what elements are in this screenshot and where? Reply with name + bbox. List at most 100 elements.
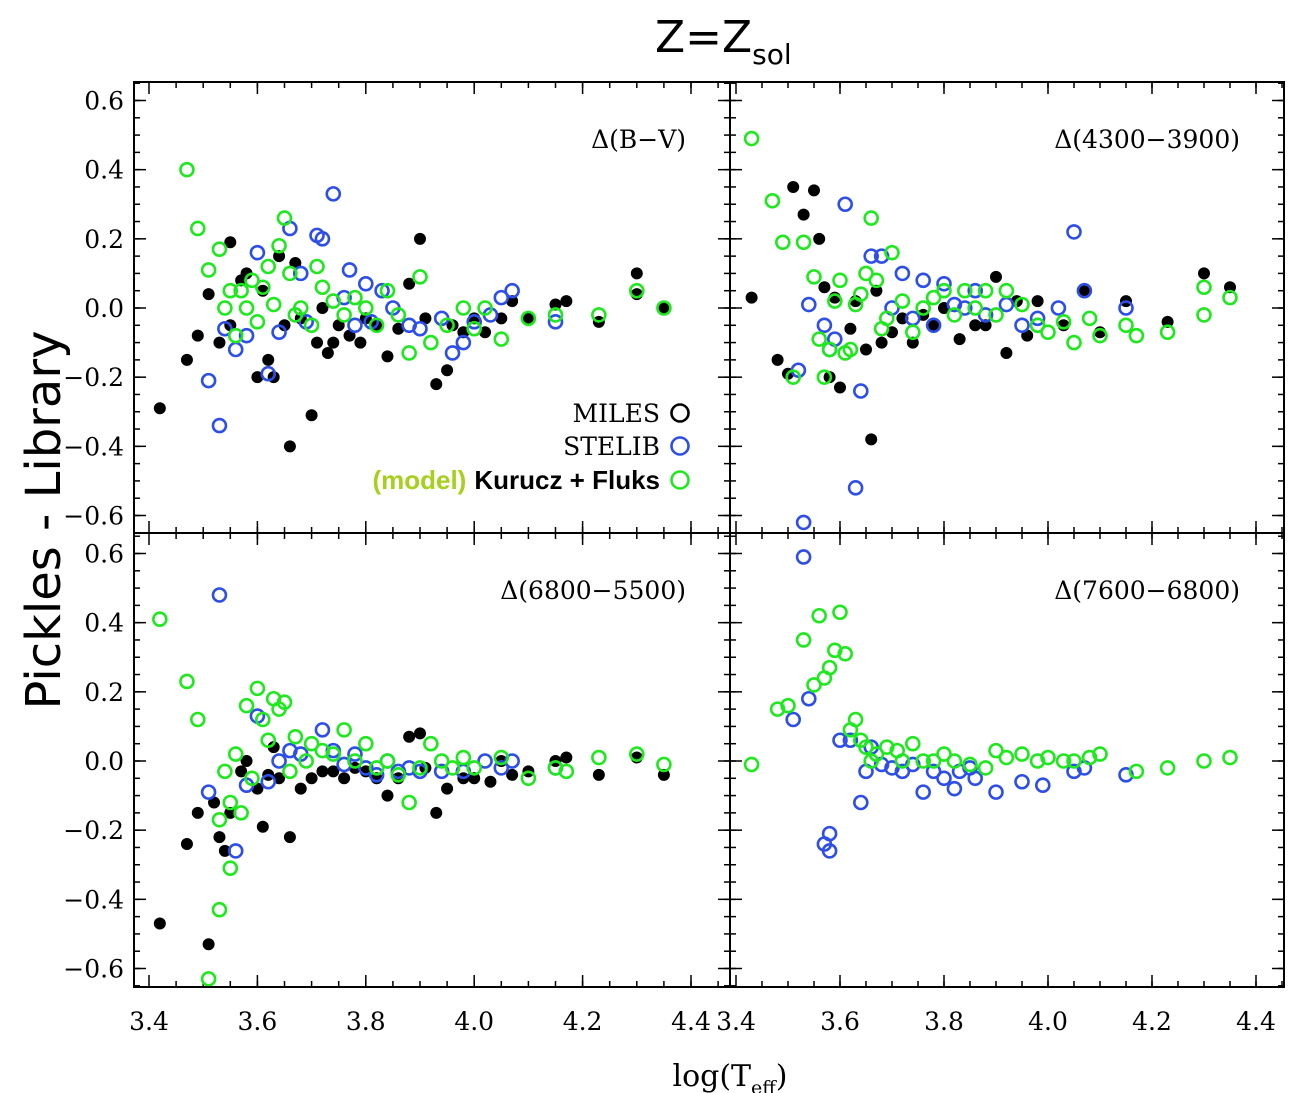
legend-model-prefix: (model) <box>372 465 466 495</box>
x-tick-label: 4.2 <box>563 1007 603 1036</box>
data-point <box>1050 300 1067 316</box>
data-point <box>800 296 817 313</box>
data-point <box>870 284 883 297</box>
x-tick-label: 4.0 <box>454 1007 494 1036</box>
data-point <box>180 838 193 850</box>
data-point <box>390 307 407 323</box>
data-point <box>1000 346 1013 359</box>
x-axis-label: log(Teff) <box>672 1059 787 1093</box>
data-point <box>338 772 351 785</box>
data-point <box>303 317 320 334</box>
data-point <box>179 673 195 690</box>
data-point <box>153 402 166 415</box>
data-point <box>520 310 537 327</box>
data-point <box>468 772 481 785</box>
y-tick-label: 0.0 <box>84 747 124 776</box>
legend-model-label: (model) Kurucz + Fluks <box>372 465 660 495</box>
y-tick-label: 0.4 <box>84 609 124 638</box>
data-point <box>292 265 309 282</box>
data-point <box>1196 753 1212 769</box>
data-point <box>628 282 645 299</box>
data-point <box>816 369 833 385</box>
series-miles <box>153 727 670 951</box>
data-point <box>860 343 872 356</box>
data-point <box>336 722 352 738</box>
data-point <box>956 300 973 316</box>
data-point <box>314 722 331 738</box>
series-stelib <box>790 196 1134 531</box>
x-tick-label: 4.2 <box>1132 1007 1172 1036</box>
data-point <box>894 293 911 309</box>
data-point <box>260 732 277 749</box>
data-point <box>818 281 831 294</box>
data-point <box>477 753 493 769</box>
x-axis-label-main: log(T <box>672 1059 751 1093</box>
data-point <box>863 210 880 226</box>
series-kurucz-fluks <box>743 604 1238 780</box>
figure-title-sub: sol <box>752 38 792 71</box>
data-point <box>357 760 374 776</box>
data-point <box>816 317 833 334</box>
data-point <box>904 735 921 752</box>
data-point <box>1128 763 1145 780</box>
data-point <box>915 272 932 289</box>
data-point <box>1118 317 1134 334</box>
panel-bottom-left: Δ(6800−5500) −0.6 −0.4 −0.2 0.0 0.2 0.4 0.6 3.4 3… <box>63 532 731 1036</box>
panel-frame <box>729 532 1285 988</box>
data-point <box>925 317 942 334</box>
series-miles <box>153 232 670 453</box>
data-point <box>795 514 812 531</box>
data-point <box>316 765 329 778</box>
data-point <box>493 749 510 766</box>
data-point <box>1029 310 1046 327</box>
data-point <box>327 765 340 778</box>
data-point <box>283 440 296 453</box>
x-tick-label: 4.0 <box>1028 1007 1068 1036</box>
data-point <box>441 782 454 795</box>
data-point <box>444 760 461 776</box>
data-point <box>592 768 605 781</box>
data-point <box>222 794 239 811</box>
panel-points <box>152 587 672 987</box>
data-point <box>262 353 275 366</box>
data-point <box>325 186 342 202</box>
data-point <box>1014 773 1030 790</box>
data-point <box>743 130 760 147</box>
data-point <box>795 632 812 648</box>
data-point <box>1222 749 1238 766</box>
data-point <box>273 250 286 263</box>
data-point <box>303 735 320 752</box>
data-point <box>341 262 358 278</box>
data-point <box>1198 267 1210 280</box>
series-stelib <box>200 587 564 859</box>
data-point <box>222 282 239 299</box>
data-point <box>811 607 828 624</box>
data-point <box>1055 314 1072 330</box>
data-point <box>560 751 573 764</box>
data-point <box>292 300 309 316</box>
data-point <box>374 282 390 299</box>
data-point <box>967 770 984 787</box>
legend-kurucz-marker <box>670 470 690 490</box>
data-point <box>213 336 226 349</box>
y-tick-label: −0.6 <box>63 502 124 531</box>
data-point <box>217 763 233 780</box>
data-point <box>357 735 374 752</box>
data-point <box>336 307 352 323</box>
data-point <box>1066 334 1082 351</box>
data-point <box>265 296 282 313</box>
data-point <box>211 417 228 434</box>
data-point <box>412 760 428 776</box>
x-tick-label: 3.4 <box>129 1007 169 1036</box>
data-point <box>821 341 838 358</box>
data-point <box>657 768 670 781</box>
data-point <box>1196 279 1212 296</box>
data-point <box>217 320 233 337</box>
data-point <box>381 789 394 802</box>
data-point <box>423 735 439 752</box>
x-axis-label-close: ) <box>776 1059 788 1093</box>
data-point <box>549 298 562 311</box>
data-point <box>276 210 293 226</box>
data-point <box>249 314 266 330</box>
data-point <box>249 680 266 697</box>
